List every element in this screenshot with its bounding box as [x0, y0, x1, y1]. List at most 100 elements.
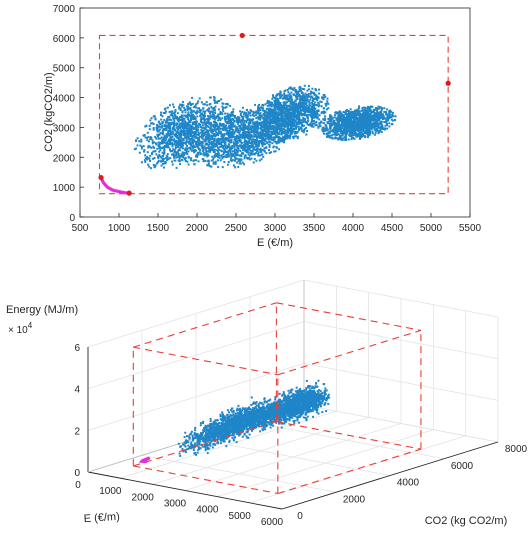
cloud-point [150, 136, 152, 138]
cloud-point [305, 95, 307, 97]
cloud-point [278, 93, 280, 95]
cloud-point [364, 113, 366, 115]
cloud-point [310, 93, 312, 95]
cloud-point [199, 124, 201, 126]
cloud-point [182, 147, 184, 149]
cloud-point [150, 123, 152, 125]
cloud-point [222, 166, 224, 168]
cloud-point [138, 140, 140, 142]
cloud-point [192, 135, 194, 137]
cloud-point [344, 127, 346, 129]
cloud-point [201, 146, 203, 148]
cloud-point [348, 127, 350, 129]
cloud-point [342, 122, 344, 124]
cloud-point [211, 132, 213, 134]
cloud-point [324, 119, 326, 121]
cloud-point [243, 163, 245, 165]
cloud-point [230, 140, 232, 142]
cloud-point [374, 134, 376, 136]
x-tick-label: 3000 [264, 223, 287, 234]
cloud-point [233, 165, 235, 167]
cloud-point [215, 115, 217, 117]
cloud-point [248, 151, 250, 153]
cloud-point [302, 100, 304, 102]
cloud-point [376, 127, 378, 129]
cloud-point [193, 132, 195, 134]
cloud-point [219, 113, 221, 115]
cloud-point [261, 128, 263, 130]
cloud-point [184, 134, 186, 136]
cloud-point [315, 97, 317, 99]
cloud-point [293, 106, 295, 108]
cloud-point [274, 121, 276, 123]
cloud-point-3d [179, 453, 181, 455]
cloud-point [248, 123, 250, 125]
cloud-point [345, 137, 347, 139]
cloud-point [218, 108, 220, 110]
cloud-point [303, 102, 305, 104]
cloud-point [244, 133, 246, 135]
cloud-point [221, 113, 223, 115]
cloud-point [179, 149, 181, 151]
cloud-point [181, 111, 183, 113]
cloud-point [208, 163, 210, 165]
cloud-point [295, 107, 297, 109]
cloud-point [152, 142, 154, 144]
cloud-point [163, 153, 165, 155]
cloud-point [325, 103, 327, 105]
cloud-point [357, 121, 359, 123]
cloud-point [319, 114, 321, 116]
cloud-point [322, 98, 324, 100]
cloud-point [323, 133, 325, 135]
cloud-point [259, 135, 261, 137]
cloud-point [216, 138, 218, 140]
cloud-point [212, 138, 214, 140]
cloud-point [236, 150, 238, 152]
cloud-point [359, 126, 361, 128]
cloud-point [164, 108, 166, 110]
cloud-point [245, 146, 247, 148]
cloud-point [334, 116, 336, 118]
cloud-point [350, 120, 352, 122]
cloud-point [290, 126, 292, 128]
cloud-point [206, 104, 208, 106]
cloud-point [297, 114, 299, 116]
cloud-point [327, 107, 329, 109]
cloud-point [352, 137, 354, 139]
cloud-point [284, 108, 286, 110]
cloud-point [193, 163, 195, 165]
cloud-point [339, 115, 341, 117]
cloud-point [207, 119, 209, 121]
cloud-point [275, 103, 277, 105]
cloud-point [291, 103, 293, 105]
cloud-point [358, 130, 360, 132]
cloud-point [296, 110, 298, 112]
cloud-point [268, 130, 270, 132]
cloud-point [228, 121, 230, 123]
cloud-point [294, 99, 296, 101]
cloud-point [350, 117, 352, 119]
cloud-point [185, 150, 187, 152]
cloud-point [311, 92, 313, 94]
cloud-point [373, 126, 375, 128]
cloud-point [345, 130, 347, 132]
cloud-point [160, 114, 162, 116]
cloud-point [235, 140, 237, 142]
cloud-point [255, 114, 257, 116]
cloud-point [323, 96, 325, 98]
cloud-point [316, 99, 318, 101]
cloud-point [239, 110, 241, 112]
extreme-point [98, 175, 103, 180]
cloud-point [279, 90, 281, 92]
cloud-point [367, 136, 369, 138]
cloud-point [213, 116, 215, 118]
cloud-point [296, 118, 298, 120]
cloud-point [171, 145, 173, 147]
cloud-point [179, 158, 181, 160]
cloud-point [164, 135, 166, 137]
cloud-point [213, 121, 215, 123]
cloud-point [287, 91, 289, 93]
cloud-point [184, 109, 186, 111]
cloud-point [137, 137, 139, 139]
